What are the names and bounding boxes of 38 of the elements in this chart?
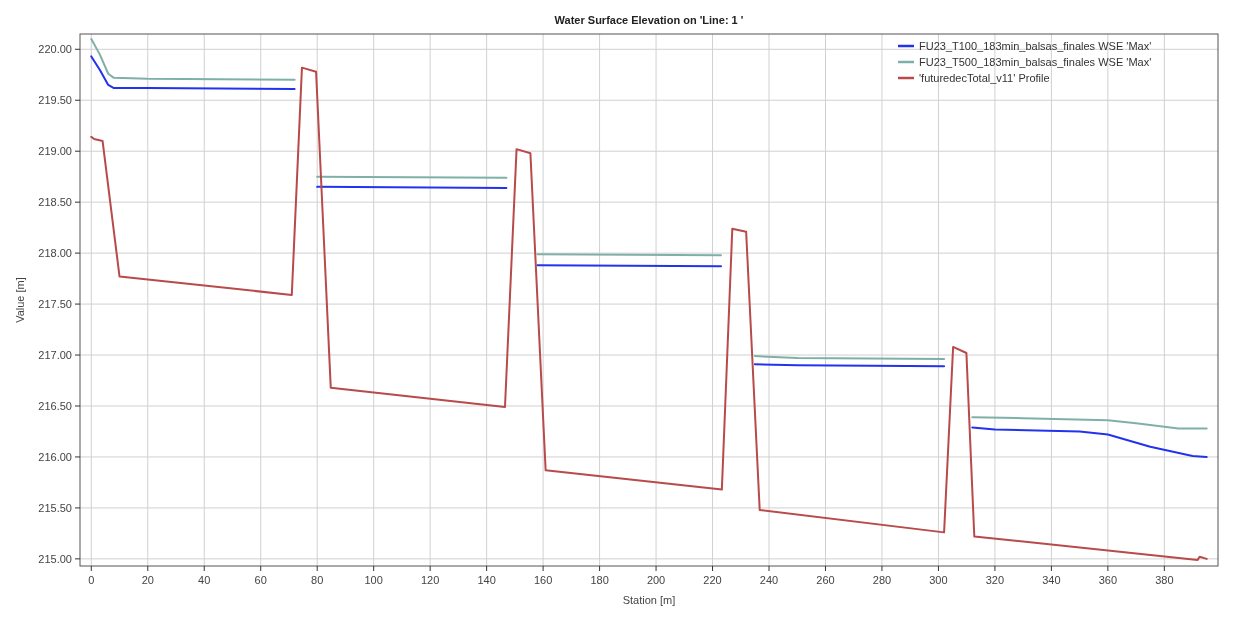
y-tick-label: 217.00 [38,348,72,361]
x-tick-label: 0 [88,574,95,586]
x-tick-label: 40 [198,574,211,586]
x-tick-label: 240 [759,574,779,586]
y-tick-label: 218.00 [38,246,72,259]
y-axis-title: Value [m] [14,277,26,323]
x-tick-label: 160 [533,574,553,586]
x-tick-label: 320 [985,574,1005,586]
x-tick-label: 280 [872,574,892,586]
y-tick-label: 216.00 [38,450,72,463]
x-axis-title: Station [m] [622,594,676,606]
x-tick-label: 80 [311,574,324,586]
line-series [90,66,1208,561]
x-tick-label: 300 [929,574,948,586]
y-tick-label: 220.00 [38,43,72,56]
x-tick-label: 200 [646,574,666,586]
x-tick-label: 20 [141,574,154,586]
y-tick-label: 219.00 [38,145,72,158]
x-tick-label: 220 [703,574,722,586]
x-tick-label: 260 [816,574,835,586]
y-tick-label: 215.50 [38,501,72,514]
x-tick-label: 180 [590,574,609,586]
x-tick-label: 140 [477,574,496,586]
x-tick-label: 100 [364,574,383,586]
legend-label: FU23_T500_183min_balsas_finales WSE 'Max' [919,55,1152,68]
x-tick-label: 120 [420,574,440,586]
y-tick-label: 215.00 [38,552,72,565]
y-tick-label: 218.50 [38,196,72,209]
y-tick-label: 219.50 [38,94,72,107]
x-tick-label: 340 [1042,574,1061,586]
x-tick-label: 60 [254,574,267,586]
x-tick-label: 360 [1098,574,1118,586]
legend-label: 'futuredecTotal_v11' Profile [919,71,1050,84]
x-tick-label: 380 [1155,574,1174,586]
legend-label: FU23_T100_183min_balsas_finales WSE 'Max' [919,39,1152,52]
y-tick-label: 216.50 [38,399,72,412]
y-tick-label: 217.50 [38,297,72,310]
chart-title: Water Surface Elevation on 'Line: 1 ' [554,14,744,26]
